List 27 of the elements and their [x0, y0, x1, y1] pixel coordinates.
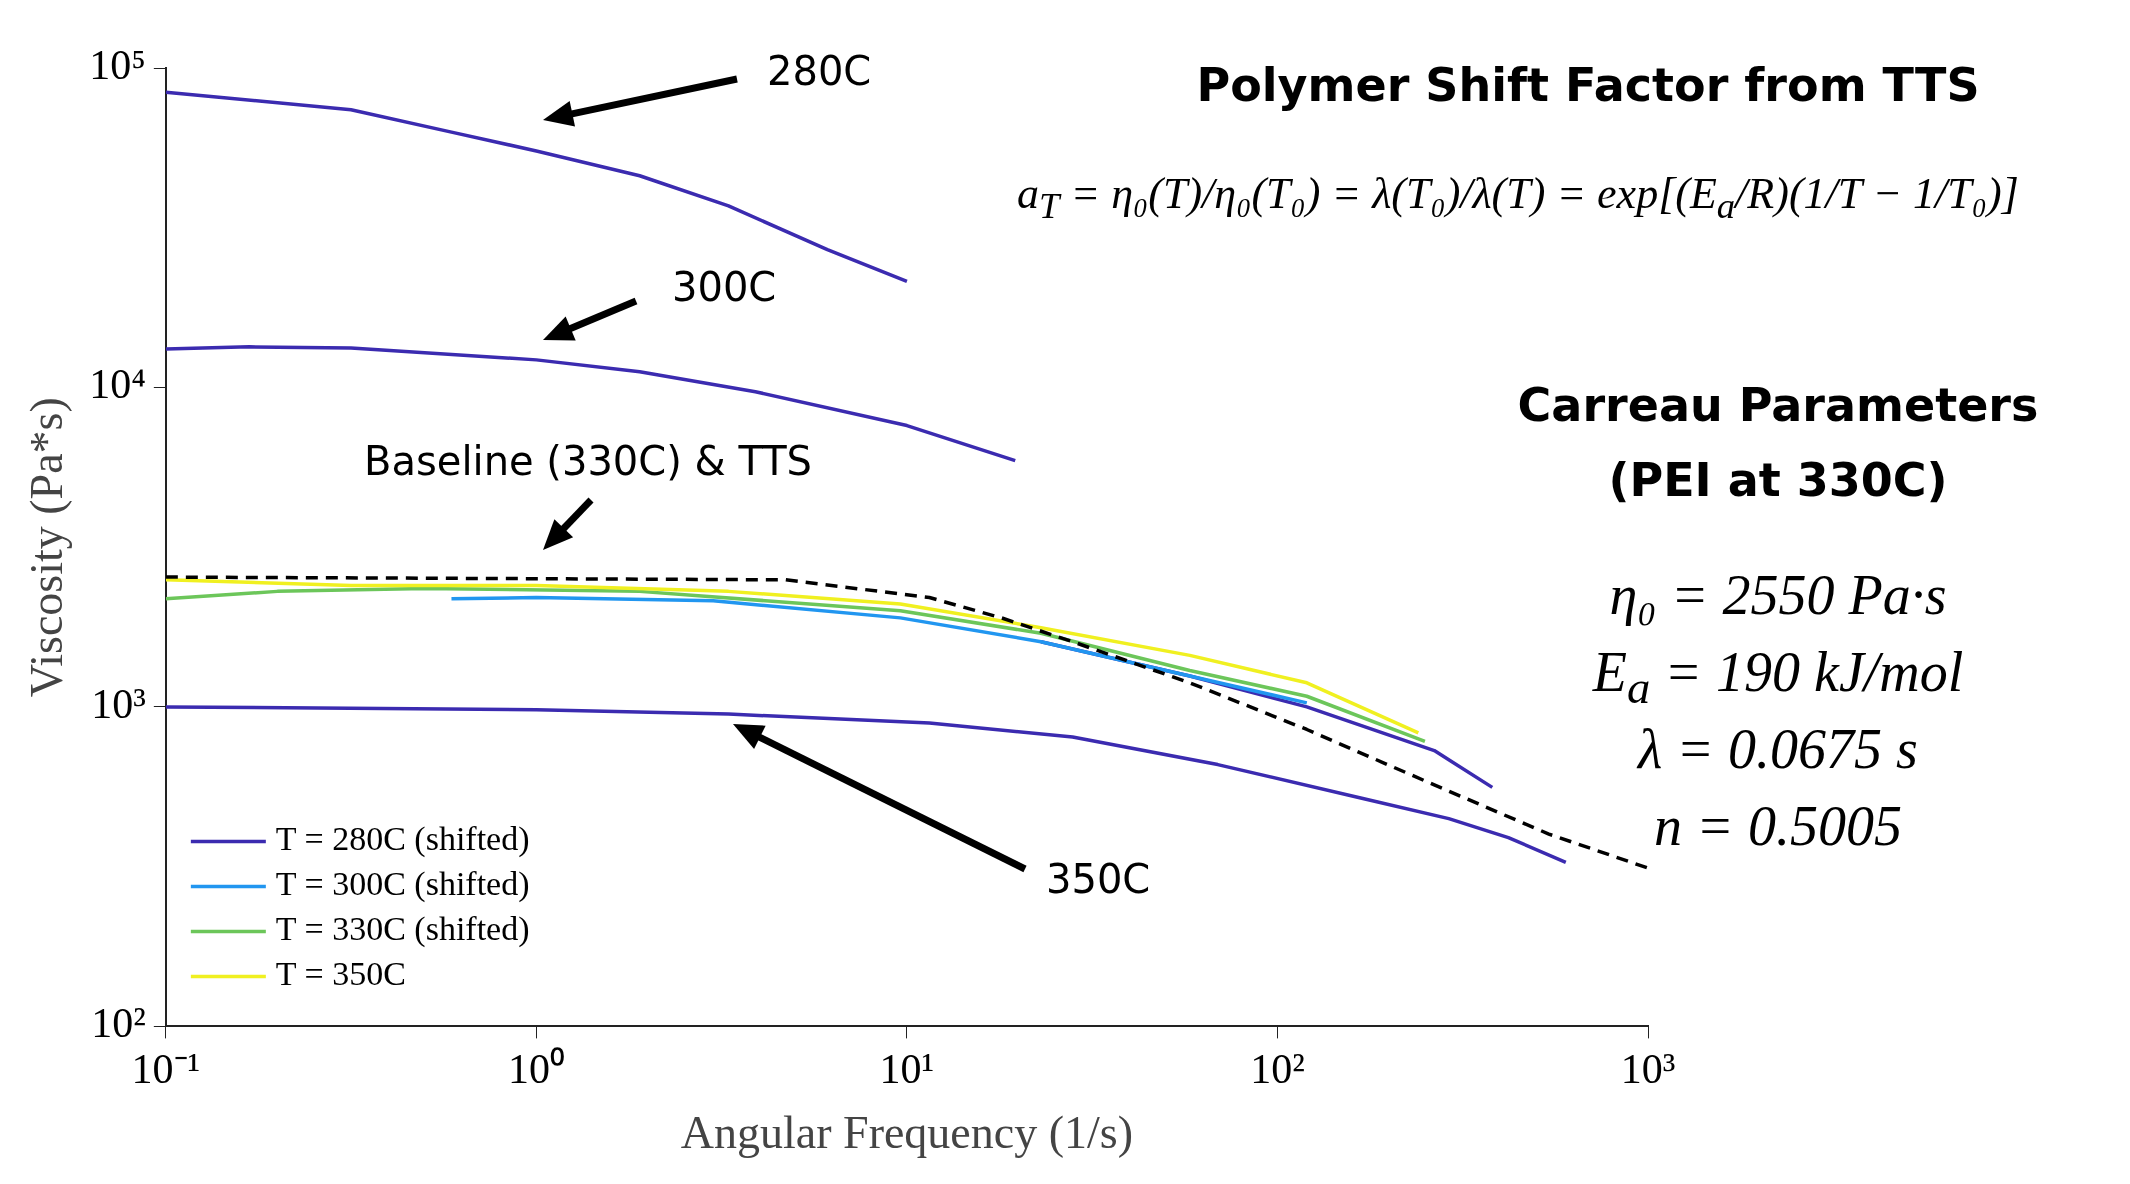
y-tick-label: 10⁴	[89, 361, 146, 408]
annotation: (PEI at 330C)	[1607, 453, 1949, 507]
annotation: 300C	[672, 264, 778, 310]
annotation: a$_{T}$ = η₀(T)/η₀(T₀) = λ(T₀)/λ(T) = exp[(E$_{a}$/R)(1/T − 1/T₀)]	[1016, 168, 2020, 227]
legend-label: T = 350C	[275, 955, 406, 993]
chart-title: Polymer Shift Factor from TTS	[1195, 58, 1981, 112]
y-axis-title: Viscosity (Pa*s)	[20, 397, 72, 698]
legend-label: T = 300C (shifted)	[275, 865, 530, 904]
annotation: η₀ = 2550 Pa·s	[1608, 563, 1948, 627]
annotation: Baseline (330C) & TTS	[363, 438, 813, 484]
x-axis-title: Angular Frequency (1/s)	[680, 1107, 1134, 1159]
legend-label: T = 280C (shifted)	[275, 820, 530, 859]
annotation: E$_{a}$ = 190 kJ/mol	[1591, 640, 1965, 715]
y-tick-label: 10³	[91, 680, 146, 727]
legend-label: T = 330C (shifted)	[275, 910, 530, 949]
x-tick-label: 10³	[1620, 1045, 1676, 1092]
annotation: 280C	[767, 48, 873, 94]
text: n = 0.5005	[1653, 794, 1903, 858]
annotation: λ = 0.0675 s	[1635, 717, 1919, 781]
x-tick-label: 10²	[1250, 1045, 1305, 1092]
y-tick-label: 10⁵	[89, 42, 146, 89]
annotation: 350C	[1046, 856, 1152, 902]
y-tick-label: 10²	[91, 1000, 146, 1047]
x-tick-label: 10¹	[879, 1045, 935, 1092]
annotation: Carreau Parameters	[1516, 378, 2040, 432]
x-tick-label: 10⁻¹	[131, 1045, 201, 1092]
x-tick-label: 10⁰	[507, 1045, 565, 1092]
